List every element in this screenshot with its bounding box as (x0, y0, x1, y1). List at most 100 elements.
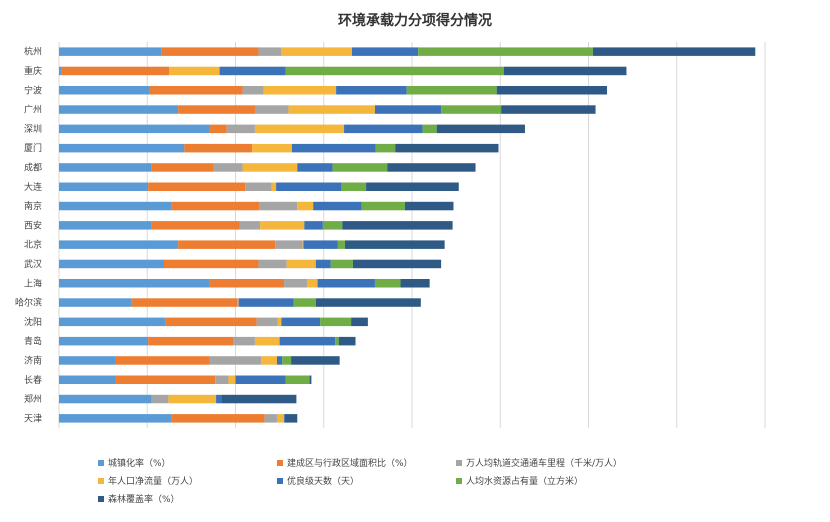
bar-segment (259, 201, 298, 211)
bar-segment (276, 182, 342, 191)
bar-segment (59, 394, 152, 404)
bar-segment (297, 163, 333, 172)
bar-segment (59, 240, 179, 249)
category-label: 广州 (24, 104, 42, 116)
bar-segment (228, 375, 236, 384)
bar-segment (237, 298, 240, 307)
bar-segment (592, 47, 756, 56)
bar-series (59, 47, 756, 423)
category-label: 宁波 (24, 84, 42, 96)
bar-segment (400, 279, 430, 288)
bar-segment (337, 240, 345, 249)
bar-segment (342, 221, 453, 230)
bar-segment (282, 356, 292, 365)
bar-segment (263, 86, 337, 95)
legend-label: 万人均轨道交通通车里程（千米/万人） (466, 459, 623, 469)
bar-segment (352, 259, 442, 269)
bar-segment (115, 375, 216, 384)
bar-segment (291, 143, 376, 153)
bar-segment (285, 66, 504, 76)
legend-swatch (98, 459, 104, 466)
bar-segment (59, 143, 185, 153)
bar-segment (233, 336, 255, 346)
legend-swatch (98, 495, 104, 502)
bar-segment (275, 240, 303, 249)
bar-segment (304, 221, 323, 230)
category-label: 西安 (24, 219, 42, 231)
bar-segment (344, 240, 445, 249)
bar-segment (209, 356, 262, 365)
bar-segment (258, 259, 287, 269)
chart-title: 环境承载力分项得分情况 (338, 12, 492, 29)
legend-label: 优良级天数（天） (287, 477, 360, 487)
bar-segment (209, 279, 285, 288)
category-label: 济南 (24, 354, 42, 366)
bar-segment (258, 47, 282, 56)
bar-segment (351, 47, 419, 56)
bar-segment (330, 259, 353, 269)
category-label: 大连 (24, 181, 42, 193)
bar-segment (297, 201, 314, 211)
grid-lines (58, 42, 766, 428)
bar-segment (256, 317, 278, 327)
bar-segment (279, 336, 336, 346)
bar-segment (59, 279, 210, 288)
bar-segment (239, 298, 294, 307)
bar-segment (171, 414, 265, 423)
bar-segment (178, 240, 276, 249)
bar-segment (213, 163, 243, 172)
legend-item: 森林覆盖率（%） (98, 492, 180, 505)
legend-item: 优良级天数（天） (277, 474, 359, 487)
legend-label: 年人口净流量（万人） (108, 477, 199, 487)
bar-segment (59, 414, 172, 423)
bar-segment (221, 394, 297, 404)
bar-segment (254, 336, 280, 346)
bar-segment (335, 336, 339, 346)
bar-segment (374, 279, 401, 288)
bar-segment (59, 298, 132, 307)
category-label: 深圳 (24, 124, 42, 135)
bar-segment (306, 279, 318, 288)
legend-swatch (98, 477, 104, 484)
category-labels: 杭州重庆宁波广州深圳厦门成都大连南京西安北京武汉上海哈尔滨沈阳青岛济南长春郑州天… (15, 46, 42, 425)
bar-segment (366, 182, 459, 191)
bar-segment (351, 317, 368, 327)
legend-label: 城镇化率（%） (108, 459, 171, 469)
category-label: 哈尔滨 (15, 297, 42, 309)
bar-segment (148, 336, 234, 346)
bar-segment (254, 124, 345, 134)
bar-segment (239, 221, 261, 230)
category-label: 长春 (24, 374, 42, 386)
legend-swatch (277, 477, 283, 484)
bar-segment (149, 86, 243, 95)
bar-segment (151, 163, 214, 172)
bar-segment (281, 317, 321, 327)
bar-segment (387, 163, 476, 172)
category-label: 武汉 (24, 258, 42, 270)
bar-segment (293, 298, 316, 307)
legend-item: 年人口净流量（万人） (98, 474, 198, 487)
bar-segment (261, 356, 277, 365)
category-label: 南京 (24, 200, 42, 212)
category-label: 上海 (24, 277, 42, 289)
bar-segment (406, 86, 497, 95)
category-label: 北京 (24, 239, 42, 251)
bar-segment (59, 317, 166, 327)
legend-label: 人均水资源占有量（立方米） (466, 477, 584, 487)
bar-segment (169, 66, 220, 76)
bar-segment (309, 375, 312, 384)
bar-segment (235, 375, 286, 384)
bar-segment (171, 201, 260, 211)
bar-segment (271, 182, 277, 191)
bar-segment (184, 143, 253, 153)
bar-segment (59, 47, 162, 56)
bar-segment (375, 143, 396, 153)
bar-segment (264, 414, 277, 423)
bar-segment (151, 221, 240, 230)
bar-segment (341, 182, 367, 191)
bar-segment (395, 143, 499, 153)
bar-segment (332, 163, 388, 172)
bar-segment (242, 163, 298, 172)
bar-segment (336, 86, 407, 95)
